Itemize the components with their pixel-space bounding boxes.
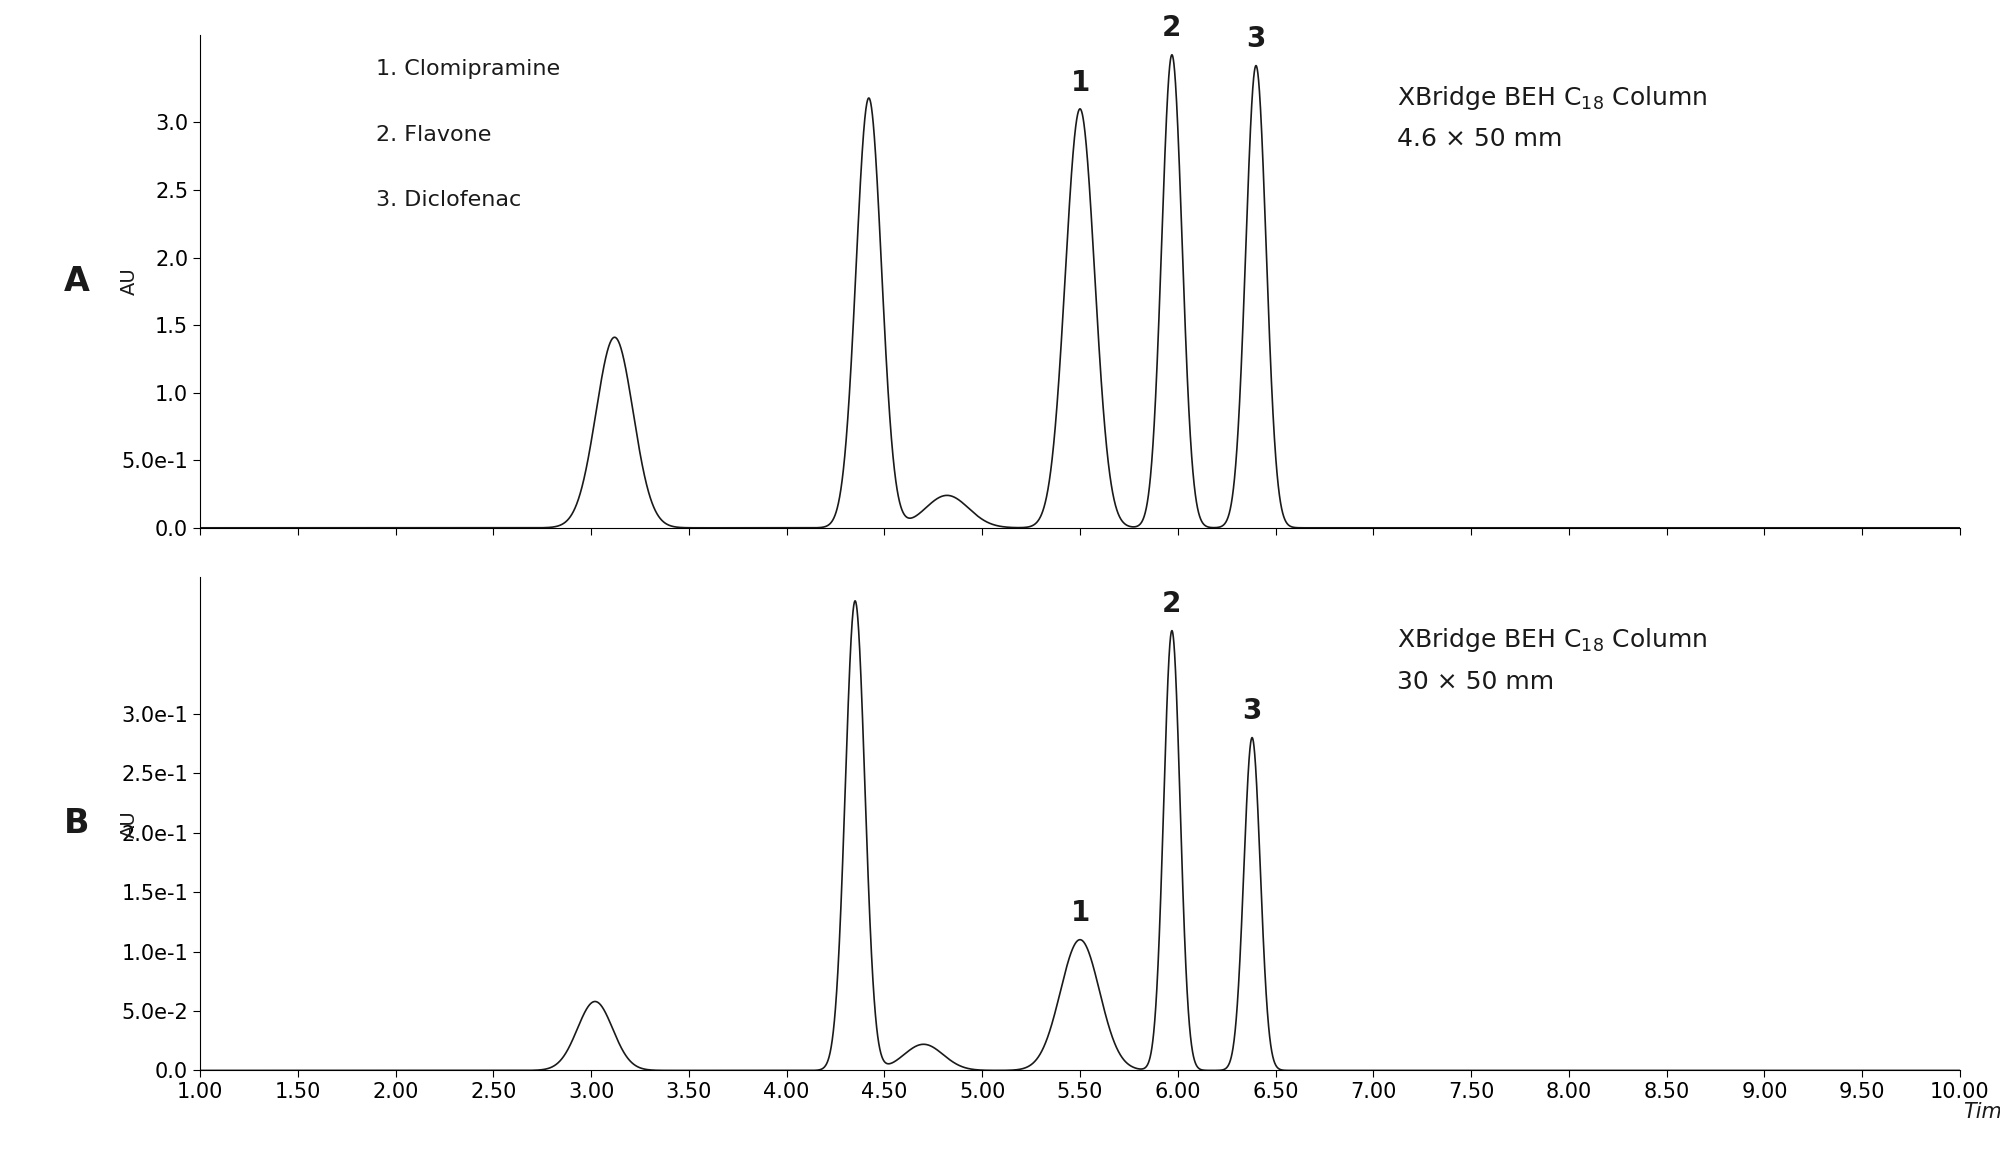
Text: AU: AU <box>120 267 140 295</box>
Text: AU: AU <box>120 810 140 838</box>
Text: 3: 3 <box>1242 698 1262 725</box>
Text: 1. Clomipramine

2. Flavone

3. Diclofenac: 1. Clomipramine 2. Flavone 3. Diclofenac <box>376 59 560 211</box>
Text: XBridge BEH C$_{18}$ Column
4.6 × 50 mm: XBridge BEH C$_{18}$ Column 4.6 × 50 mm <box>1396 84 1708 151</box>
Text: 2: 2 <box>1162 15 1182 43</box>
Text: XBridge BEH C$_{18}$ Column
30 × 50 mm: XBridge BEH C$_{18}$ Column 30 × 50 mm <box>1396 626 1708 694</box>
Text: 1: 1 <box>1070 899 1090 928</box>
Text: B: B <box>64 807 90 840</box>
Text: Time: Time <box>1964 1103 2000 1122</box>
Text: 3: 3 <box>1246 25 1266 53</box>
Text: A: A <box>64 265 90 298</box>
Text: 2: 2 <box>1162 590 1182 618</box>
Text: 1: 1 <box>1070 69 1090 97</box>
